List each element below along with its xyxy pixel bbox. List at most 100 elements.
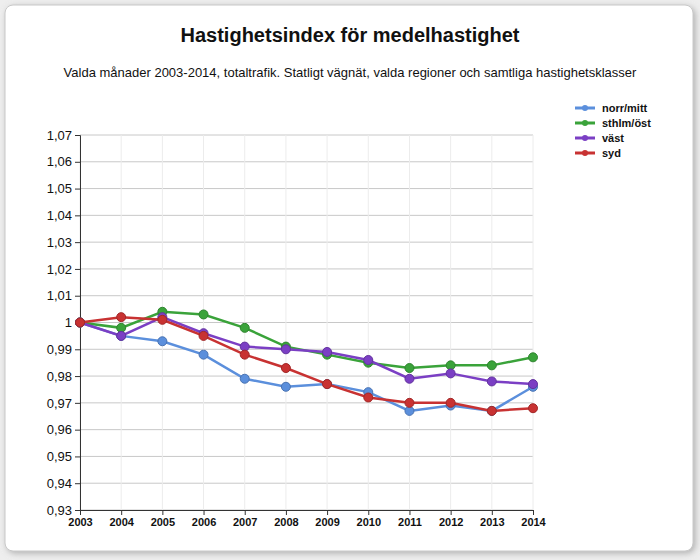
x-tick-mark xyxy=(409,510,410,515)
y-tick: 1,07 xyxy=(47,128,80,143)
series-point xyxy=(158,315,167,324)
series-point xyxy=(364,356,373,365)
series-point xyxy=(281,364,290,373)
grid-line xyxy=(80,429,533,430)
legend-label: norr/mitt xyxy=(602,102,648,114)
x-tick-label: 2005 xyxy=(151,516,175,528)
y-tick-label: 0,99 xyxy=(47,342,72,357)
y-tick-mark xyxy=(75,349,80,350)
y-tick-label: 1,04 xyxy=(47,208,72,223)
series-point xyxy=(529,353,538,362)
x-tick-mark xyxy=(492,510,493,515)
x-tick: 2012 xyxy=(439,510,463,528)
grid-line xyxy=(285,135,286,510)
y-tick-mark xyxy=(75,296,80,297)
y-tick-mark xyxy=(75,189,80,190)
series-line xyxy=(80,312,533,368)
series-point xyxy=(76,318,85,327)
legend-label: syd xyxy=(602,147,621,159)
grid-line xyxy=(80,135,533,136)
series-point xyxy=(405,364,414,373)
x-tick: 2013 xyxy=(480,510,504,528)
legend-marker xyxy=(582,105,588,111)
series-point xyxy=(405,398,414,407)
x-tick-label: 2004 xyxy=(109,516,134,528)
y-tick-label: 1,03 xyxy=(47,235,72,250)
series-point xyxy=(529,380,538,389)
y-tick-label: 0,95 xyxy=(47,449,72,464)
y-tick-mark xyxy=(75,483,80,484)
y-tick-label: 1,02 xyxy=(47,262,72,277)
series-point xyxy=(529,404,538,413)
y-tick-mark xyxy=(75,135,80,136)
series-point xyxy=(117,313,126,322)
y-tick: 0,99 xyxy=(47,342,80,357)
grid-line xyxy=(491,135,492,510)
series-point xyxy=(240,350,249,359)
y-tick-mark xyxy=(75,162,80,163)
x-tick-mark xyxy=(80,510,81,515)
legend-item: väst xyxy=(575,132,624,144)
legend-label: väst xyxy=(602,132,624,144)
x-tick-label: 2006 xyxy=(192,516,216,528)
series-point xyxy=(405,374,414,383)
x-tick: 2007 xyxy=(233,510,257,528)
series-point xyxy=(281,345,290,354)
legend-marker xyxy=(582,150,588,156)
x-tick-mark xyxy=(533,510,534,515)
grid-line xyxy=(80,295,533,296)
grid-line xyxy=(327,135,328,510)
y-tick: 1,03 xyxy=(47,235,80,250)
grid-line xyxy=(409,135,410,510)
series-point xyxy=(199,350,208,359)
y-tick-mark xyxy=(75,403,80,404)
x-tick-label: 2010 xyxy=(357,516,381,528)
y-tick-label: 1,05 xyxy=(47,181,72,196)
x-tick: 2003 xyxy=(68,510,92,528)
y-tick: 0,95 xyxy=(47,449,80,464)
grid-line xyxy=(80,215,533,216)
grid-line xyxy=(80,242,533,243)
series-point xyxy=(117,331,126,340)
grid-line xyxy=(450,135,451,510)
y-tick-mark xyxy=(75,456,80,457)
x-tick: 2011 xyxy=(398,510,422,528)
grid-line xyxy=(203,135,204,510)
series-point xyxy=(487,406,496,415)
series-point xyxy=(323,380,332,389)
x-tick-label: 2013 xyxy=(480,516,504,528)
x-tick-mark xyxy=(327,510,328,515)
grid-line xyxy=(80,188,533,189)
y-tick: 1,05 xyxy=(47,181,80,196)
series-point xyxy=(446,369,455,378)
y-tick-label: 0,98 xyxy=(47,369,72,384)
grid-line xyxy=(80,402,533,403)
x-tick-label: 2008 xyxy=(274,516,298,528)
y-tick-mark xyxy=(75,269,80,270)
x-tick-label: 2012 xyxy=(439,516,463,528)
y-tick: 1,04 xyxy=(47,208,80,223)
title: Hastighetsindex för medelhastighet xyxy=(181,24,520,46)
x-tick-mark xyxy=(451,510,452,515)
legend-label: sthlm/öst xyxy=(602,117,651,129)
x-tick: 2014 xyxy=(521,510,546,528)
legend-marker xyxy=(582,135,588,141)
series-point xyxy=(281,382,290,391)
y-tick-label: 1,01 xyxy=(47,288,72,303)
x-tick-label: 2003 xyxy=(68,516,92,528)
y-tick-label: 1 xyxy=(65,315,72,330)
series-point xyxy=(76,318,85,327)
y-tick-label: 1,07 xyxy=(47,128,72,143)
y-tick: 0,98 xyxy=(47,369,80,384)
grid-line xyxy=(368,135,369,510)
x-tick-mark xyxy=(204,510,205,515)
x-tick: 2009 xyxy=(315,510,339,528)
series-point xyxy=(158,337,167,346)
subtitle: Valda månader 2003-2014, totaltrafik. St… xyxy=(64,65,637,80)
y-tick-mark xyxy=(75,510,80,511)
x-tick-label: 2014 xyxy=(521,516,546,528)
y-tick-label: 1,06 xyxy=(47,154,72,169)
x-axis: 2003 2004 2005 2006 2007 2008 2009 2010 2011 2012… xyxy=(68,510,546,528)
x-tick: 2004 xyxy=(109,510,134,528)
series-point xyxy=(487,377,496,386)
